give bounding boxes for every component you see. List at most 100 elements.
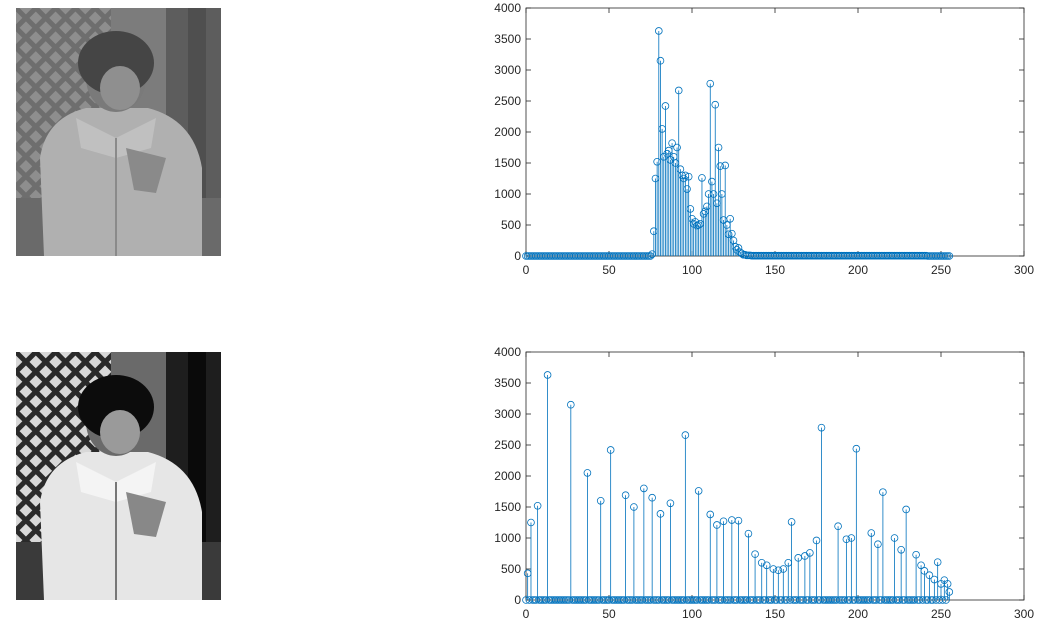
equalized-hist-stem-marker — [910, 596, 919, 604]
equalized-hist-stem-marker — [812, 536, 821, 545]
equalized-hist-stem-marker — [666, 499, 675, 508]
equalized-hist-stem-marker — [852, 444, 861, 453]
original-hist-stem-marker — [674, 86, 683, 95]
equalized-hist-xtick-label: 150 — [765, 607, 785, 621]
original-hist-stem-marker — [655, 27, 663, 35]
equalized-hist-stem-marker — [713, 521, 721, 529]
equalized-hist-ytick-label: 2000 — [494, 469, 521, 483]
original-hist-stem-marker — [709, 190, 718, 198]
equalized-hist-stem-marker — [923, 596, 932, 604]
equalized-hist-stem-marker — [744, 529, 753, 538]
equalized-hist-stem-marker — [630, 503, 638, 511]
original-hist-stem-marker — [698, 174, 706, 182]
equalized-hist-ytick-label: 0 — [514, 593, 521, 607]
original-hist-xtick-label: 300 — [1014, 263, 1034, 277]
equalized-hist-stem-marker — [867, 529, 876, 537]
equalized-hist-stem-marker — [920, 567, 929, 575]
equalized-hist-stem-marker — [777, 596, 786, 604]
equalized-hist-stem-marker — [840, 596, 849, 604]
equalized-hist-xtick-label: 50 — [602, 607, 616, 621]
equalized-hist-stem-marker — [706, 510, 715, 519]
equalized-hist-ytick-label: 4000 — [494, 345, 521, 359]
original-hist-stem-marker — [721, 161, 730, 170]
equalized-hist-stem-marker — [543, 371, 552, 379]
equalized-hist-stem-marker — [774, 566, 783, 575]
equalized-hist-stem-marker — [757, 559, 766, 567]
equalized-hist-stem-marker — [787, 518, 796, 526]
equalized-hist-stem-marker — [533, 501, 542, 510]
equalized-hist-stem-marker — [943, 580, 952, 588]
original-hist-stem-marker — [661, 102, 670, 110]
equalized-hist-ytick-label: 2500 — [494, 438, 521, 452]
equalized-hist-stem-marker — [845, 596, 854, 604]
equalized-hist-stem-marker — [656, 510, 665, 518]
original-hist-ytick-label: 2500 — [494, 94, 521, 108]
equalized-hist-stem-marker — [751, 550, 759, 558]
original-hist-ytick-label: 3000 — [494, 63, 521, 77]
equalized-hist-stem-marker — [872, 596, 881, 604]
original-hist-ytick-label: 2000 — [494, 125, 521, 139]
original-hist-stem-marker — [668, 139, 676, 147]
original-hist-xtick-label: 0 — [523, 263, 530, 277]
equalized-hist-ytick-label: 1000 — [494, 531, 521, 545]
equalized-hist-stem-marker — [925, 571, 934, 580]
equalized-hist-stem-marker — [817, 423, 826, 432]
original-hist-stem-marker — [656, 56, 665, 65]
equalized-hist-stem-marker — [879, 488, 887, 496]
equalized-hist-axes-box — [525, 351, 1025, 601]
equalized-hist-stem-marker — [874, 540, 882, 549]
equalized-hist-stem-marker — [890, 534, 899, 542]
original-hist-xtick-label: 150 — [765, 263, 785, 277]
equalized-hist-stem-marker — [799, 596, 808, 604]
equalized-hist-stem-marker — [912, 550, 920, 559]
equalized-hist-stem-marker — [640, 484, 648, 493]
equalized-hist-stem-marker — [834, 522, 842, 531]
original-hist-xtick-label: 50 — [602, 263, 616, 277]
equalized-hist-stem-marker — [606, 446, 615, 454]
equalized-hist-stem-marker — [945, 588, 954, 596]
original-hist-ytick-label: 4000 — [494, 1, 521, 15]
original-hist-stem-marker — [726, 215, 734, 223]
original-photo — [16, 8, 221, 256]
equalized-hist-stem-marker — [769, 565, 778, 573]
equalized-hist-stem-marker — [583, 469, 592, 477]
original-hist-stem-marker — [711, 100, 720, 109]
equalized-hist-stem-marker — [811, 596, 819, 604]
equalized-hist-stem-marker — [756, 596, 764, 604]
equalized-hist-ytick-label: 500 — [501, 562, 521, 576]
original-hist-stem-marker — [714, 143, 723, 152]
equalized-hist-stem-marker — [933, 558, 942, 566]
original-hist-stem-marker — [684, 172, 693, 181]
equalized-hist-stem-marker — [719, 517, 728, 526]
equalized-hist-stem-marker — [596, 497, 605, 505]
equalized-photo — [16, 352, 221, 600]
equalized-hist-stem-marker — [847, 534, 856, 542]
equalized-hist-stem-marker — [772, 596, 781, 604]
original-hist-stem-marker — [706, 79, 715, 88]
original-hist-stem-marker — [683, 185, 691, 193]
equalized-hist-stem-marker — [779, 565, 788, 573]
equalized-hist-ytick-label: 1500 — [494, 500, 521, 514]
equalized-hist-stem-marker — [527, 518, 535, 527]
original-hist-stem-marker — [673, 143, 681, 152]
equalized-hist-stem-marker — [734, 516, 743, 525]
equalized-hist-stem-marker — [767, 596, 776, 604]
original-hist-stem-marker — [728, 229, 736, 238]
equalized-hist-stem-marker — [895, 596, 904, 604]
original-hist-stem-marker — [945, 252, 954, 260]
equalized-hist-stem-marker — [762, 561, 771, 570]
equalized-hist-stem-marker — [938, 596, 947, 604]
original-hist-stem-marker — [681, 171, 690, 180]
original-hist-xtick-label: 250 — [931, 263, 951, 277]
original-hist-ytick-label: 0 — [514, 249, 521, 263]
equalized-hist-ytick-label: 3000 — [494, 407, 521, 421]
equalized-hist-stem-marker — [648, 493, 656, 502]
original-hist-xtick-label: 200 — [848, 263, 868, 277]
equalized-hist-xtick-label: 300 — [1014, 607, 1034, 621]
equalized-hist-stem-marker — [918, 596, 927, 604]
original-histogram-stem-plot: 0 50 100 150 200 250 3000500100015002000250030… — [494, 1, 1034, 277]
equalized-hist-xtick-label: 200 — [848, 607, 868, 621]
equalized-hist-stem-marker — [842, 535, 851, 544]
equalized-histogram-stem-plot: 0 50 100 150 200 250 3000500100015002000250030… — [494, 345, 1034, 621]
equalized-hist-stem-marker — [917, 561, 925, 570]
